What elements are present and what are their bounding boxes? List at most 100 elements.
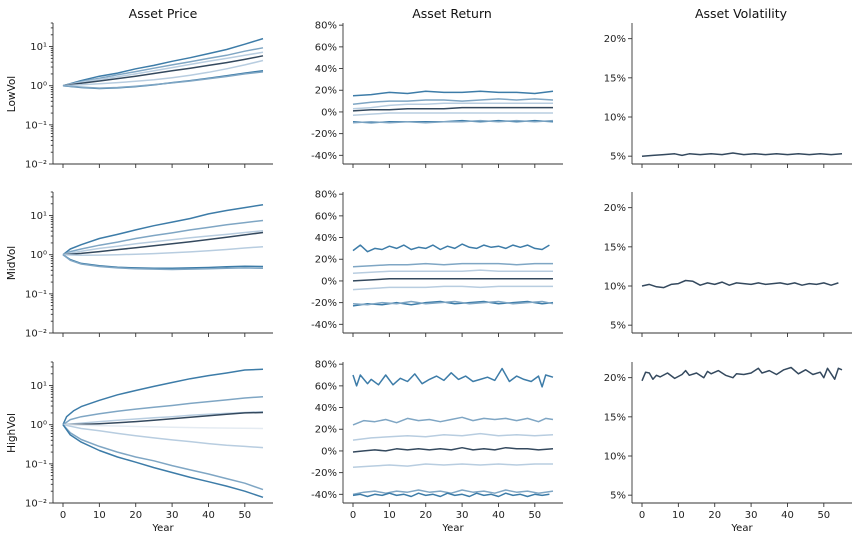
series-line-1	[641, 366, 843, 382]
series-line-3	[352, 102, 553, 110]
x-tick-label: 0	[350, 510, 356, 521]
y-tick-label: 80%	[315, 190, 337, 201]
series-line-7	[352, 300, 554, 306]
series-line-4	[352, 446, 554, 453]
y-tick-label: 15%	[604, 73, 626, 84]
x-tick-label: 30	[745, 510, 758, 521]
y-tick-label: -20%	[311, 298, 337, 309]
x-tick-label: 20	[129, 510, 142, 521]
series-line-4	[352, 278, 553, 282]
series-line-1	[641, 279, 839, 289]
y-tick-label: 15%	[604, 242, 626, 253]
panel-highvol-asset-price: 10⁻² 10⁻¹ 10⁰ 10¹ 0 10 20 30 40 50 Year	[25, 361, 273, 534]
x-tick-label: 20	[419, 510, 432, 521]
panel-midvol-asset-volatility: 5% 10% 15% 20%	[604, 192, 852, 337]
y-tick-label: 40%	[315, 64, 337, 75]
series-line-3	[352, 269, 553, 275]
series-line-5	[62, 59, 264, 87]
panel-lowvol-asset-price: 10⁻² 10⁻¹ 10⁰ 10¹	[25, 22, 273, 171]
series-line-4	[352, 106, 553, 112]
x-tick-label: 10	[93, 510, 106, 521]
y-tick-label: 0%	[321, 276, 337, 287]
y-tick-label: 10⁰	[30, 250, 47, 261]
y-tick-label: 0%	[321, 107, 337, 118]
y-tick-label: 20%	[315, 425, 337, 436]
panel-lowvol-asset-return: -40% -20% 0% 20% 40% 60% 80%	[311, 21, 563, 168]
y-tick-label: 10⁻²	[25, 160, 47, 171]
x-axis-label: Year	[730, 523, 753, 534]
panels: 10⁻² 10⁻¹ 10⁰ 10¹ -40% -20% 0% 20% 40% 60% 80% 5% 10…	[25, 21, 852, 534]
y-tick-label: 20%	[604, 203, 626, 214]
series-line-6	[62, 423, 264, 449]
series-line-5	[352, 112, 553, 116]
y-tick-label: 40%	[315, 403, 337, 414]
series-line-7	[62, 424, 264, 491]
series-line-3	[62, 51, 264, 87]
x-tick-label: 20	[708, 510, 721, 521]
y-tick-label: 60%	[315, 211, 337, 222]
y-tick-label: 10%	[604, 282, 626, 293]
series-line-2	[62, 47, 264, 87]
panel-midvol-asset-price: 10⁻² 10⁻¹ 10⁰ 10¹	[25, 191, 273, 340]
y-tick-label: 10%	[604, 113, 626, 124]
y-tick-label: 60%	[315, 42, 337, 53]
column-title-asset-return: Asset Return	[412, 6, 492, 21]
panel-lowvol-asset-volatility: 5% 10% 15% 20%	[604, 23, 852, 168]
y-tick-label: 40%	[315, 233, 337, 244]
panel-highvol-asset-return: -40% -20% 0% 20% 40% 60% 80% 0 10 20 30 40 50 Year	[311, 360, 563, 534]
y-tick-label: 80%	[315, 21, 337, 32]
series-line-5	[352, 285, 553, 291]
series-line-7	[352, 492, 550, 498]
y-tick-label: 10⁻¹	[25, 459, 47, 470]
y-tick-label: 20%	[315, 255, 337, 266]
y-tick-label: 5%	[610, 491, 626, 502]
series-line-3	[62, 410, 264, 426]
y-tick-label: 20%	[604, 34, 626, 45]
series-line-7	[352, 119, 554, 124]
series-line-1	[641, 152, 843, 157]
y-tick-label: 15%	[604, 412, 626, 423]
y-tick-label: 10⁻²	[25, 499, 47, 510]
x-axis-label: Year	[441, 523, 464, 534]
x-axis-label: Year	[151, 523, 174, 534]
row-label-midvol: MidVol	[6, 246, 18, 280]
y-tick-label: 10⁻¹	[25, 120, 47, 131]
row-label-lowvol: LowVol	[6, 76, 18, 112]
series-line-2	[352, 262, 553, 268]
x-tick-label: 30	[166, 510, 179, 521]
column-titles: Asset Price Asset Return Asset Volatilit…	[129, 6, 788, 21]
y-tick-label: 5%	[610, 152, 626, 163]
x-tick-label: 0	[60, 510, 66, 521]
series-line-2	[352, 98, 554, 106]
column-title-asset-volatility: Asset Volatility	[695, 6, 788, 21]
series-line-1	[352, 90, 554, 97]
x-tick-label: 40	[781, 510, 794, 521]
series-line-1	[352, 367, 554, 388]
y-tick-label: 10¹	[30, 381, 47, 392]
series-line-4	[62, 411, 264, 426]
x-tick-label: 50	[528, 510, 541, 521]
series-line-8	[62, 424, 264, 499]
x-tick-label: 40	[492, 510, 505, 521]
series-line-4	[62, 55, 264, 87]
y-tick-label: -20%	[311, 468, 337, 479]
y-tick-label: 10⁰	[30, 81, 47, 92]
series-line-5	[62, 423, 264, 430]
x-tick-label: 30	[456, 510, 469, 521]
x-tick-label: 40	[202, 510, 215, 521]
y-tick-label: -40%	[311, 151, 337, 162]
y-tick-label: 10⁰	[30, 420, 47, 431]
series-line-3	[62, 229, 264, 256]
series-line-6	[352, 489, 554, 496]
y-tick-label: 10¹	[30, 42, 47, 53]
series-line-1	[62, 203, 264, 256]
y-tick-label: -40%	[311, 490, 337, 501]
y-tick-label: 10⁻¹	[25, 289, 47, 300]
panel-highvol-asset-volatility: 5% 10% 15% 20% 0 10 20 30 40 50 Year	[604, 362, 852, 534]
series-line-2	[62, 219, 264, 256]
column-title-asset-price: Asset Price	[129, 6, 198, 21]
series-line-1	[62, 37, 264, 87]
series-line-6	[352, 300, 554, 307]
y-tick-label: 60%	[315, 381, 337, 392]
y-tick-label: 20%	[315, 86, 337, 97]
